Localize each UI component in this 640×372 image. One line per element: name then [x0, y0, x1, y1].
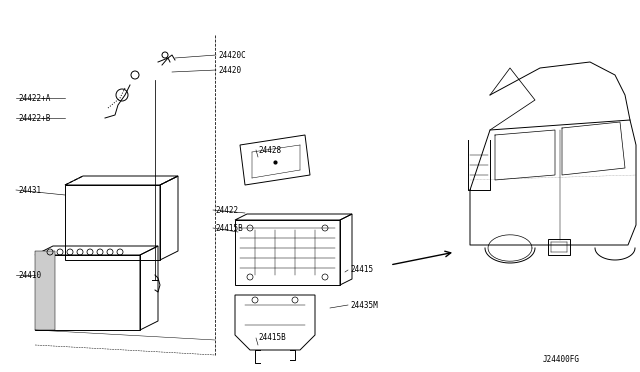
Bar — [548, 239, 570, 255]
Text: 24422: 24422 — [215, 205, 238, 215]
Text: 24428: 24428 — [258, 145, 281, 154]
Text: 24420: 24420 — [218, 65, 241, 74]
Text: 24415: 24415 — [350, 266, 373, 275]
Text: 24415B: 24415B — [258, 334, 285, 343]
Text: 24431: 24431 — [18, 186, 41, 195]
Polygon shape — [35, 251, 55, 330]
Text: J24400FG: J24400FG — [543, 355, 580, 364]
Text: 24415B: 24415B — [215, 224, 243, 232]
Text: 24420C: 24420C — [218, 51, 246, 60]
Text: 24435M: 24435M — [350, 301, 378, 310]
Text: 24422+A: 24422+A — [18, 93, 51, 103]
Text: 24410: 24410 — [18, 270, 41, 279]
Text: 24422+B: 24422+B — [18, 113, 51, 122]
